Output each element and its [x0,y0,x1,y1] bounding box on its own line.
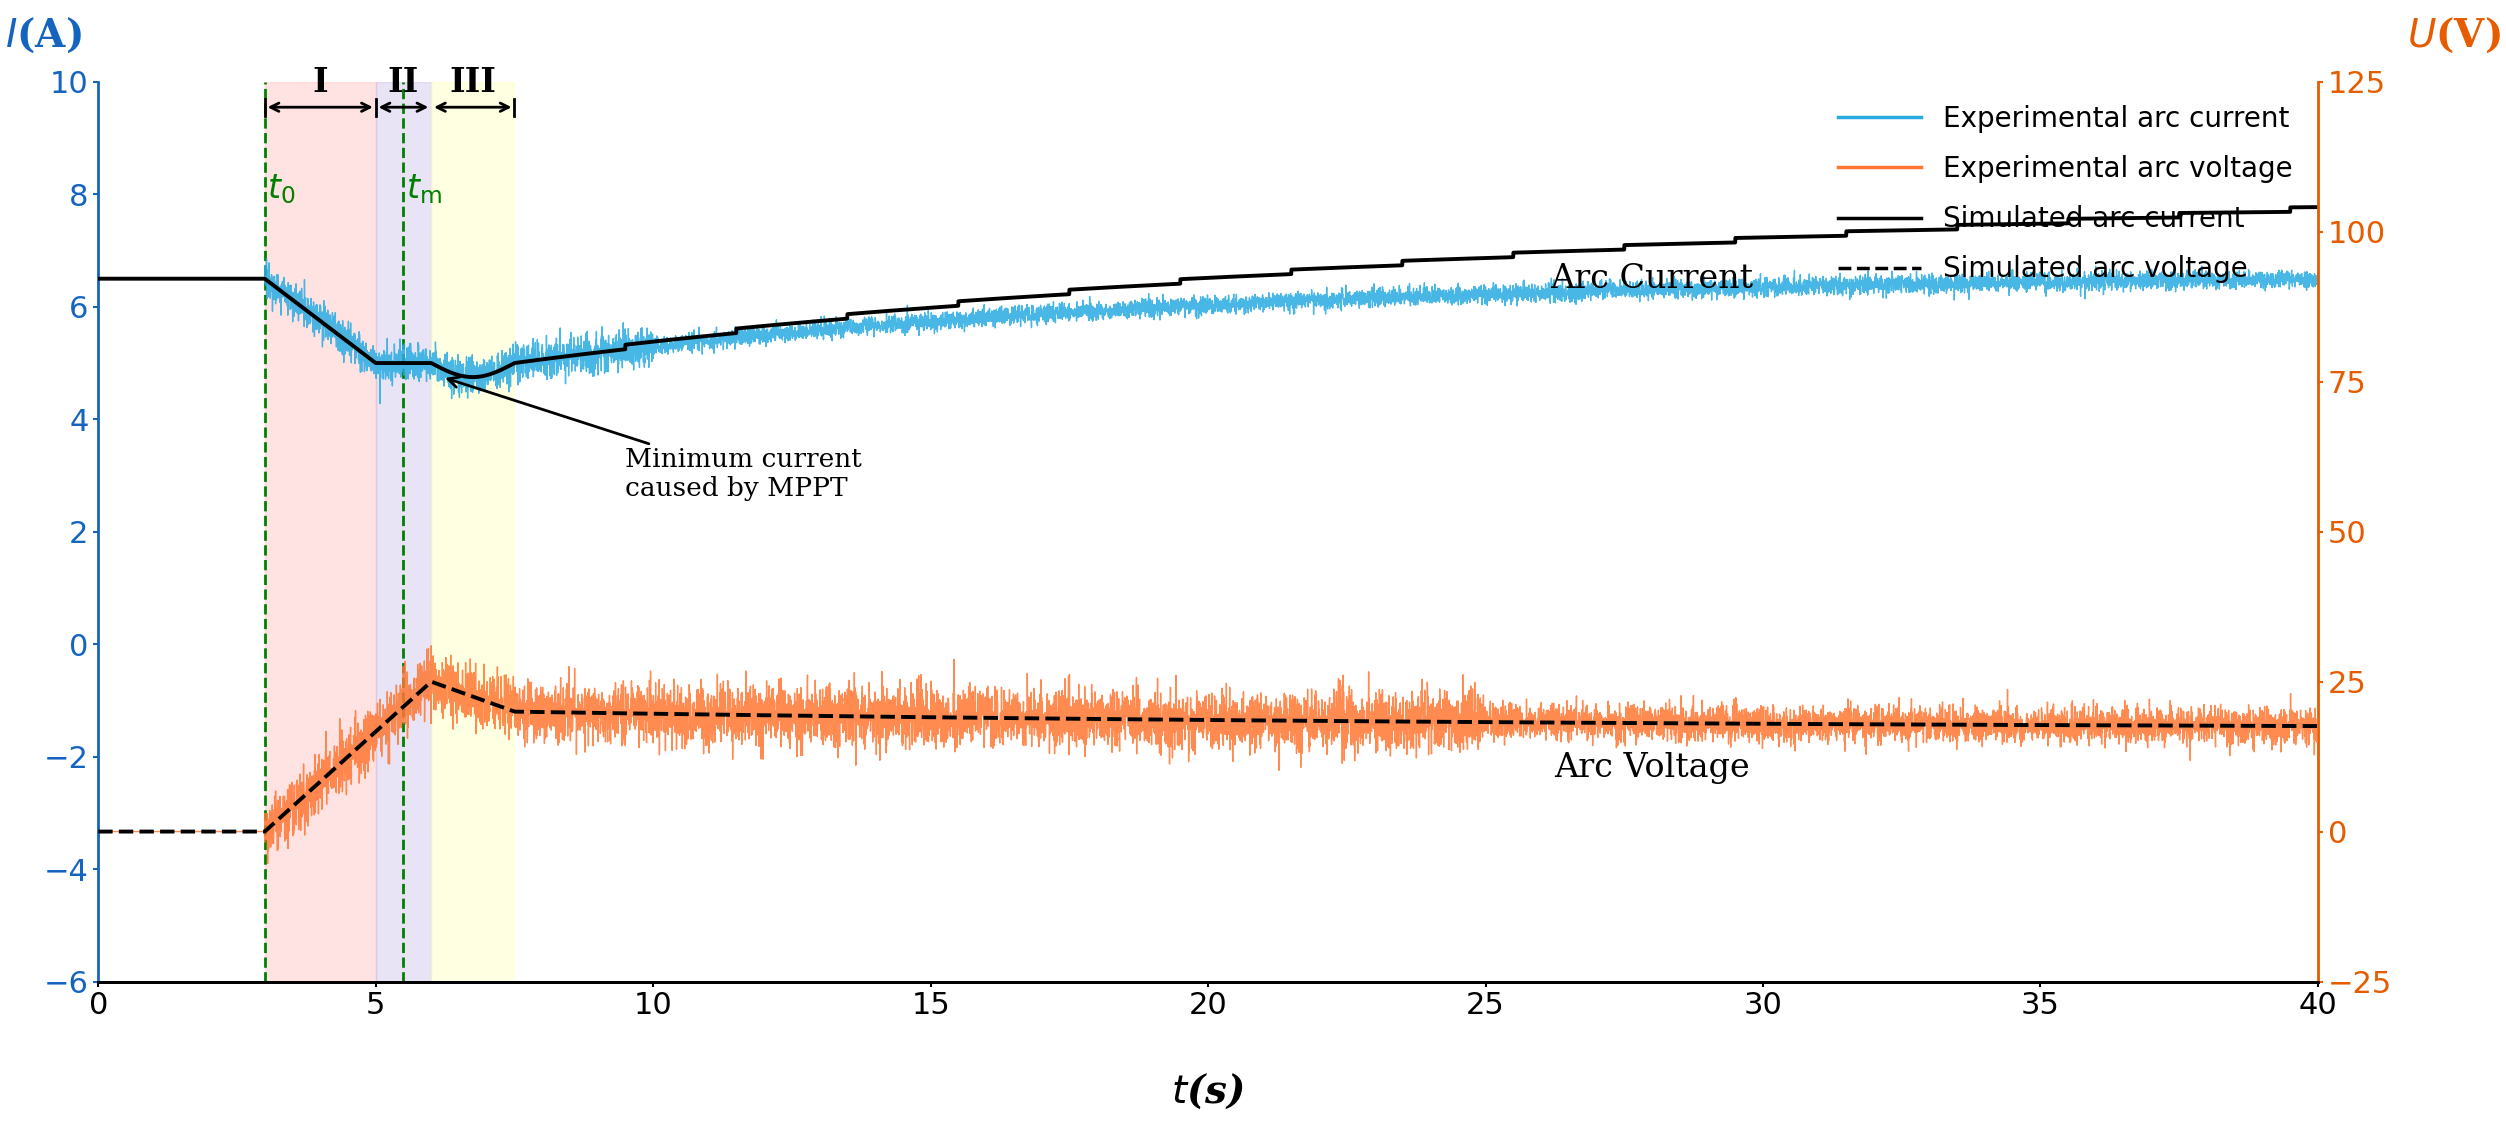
Bar [431,82,514,981]
Legend: Experimental arc current, Experimental arc voltage, Simulated arc current, Simul: Experimental arc current, Experimental a… [1837,105,2293,283]
Text: Arc Voltage: Arc Voltage [1554,752,1749,783]
Text: $\mathbf{\mathit{t}}$(s): $\mathbf{\mathit{t}}$(s) [1170,1071,1245,1111]
Text: Minimum current
caused by MPPT: Minimum current caused by MPPT [449,378,862,501]
Text: Arc Current: Arc Current [1551,263,1754,294]
Text: III: III [449,66,496,99]
Text: $t_0$: $t_0$ [268,172,296,206]
Bar [376,82,431,981]
Text: $t_\mathrm{m}$: $t_\mathrm{m}$ [406,172,441,206]
Text: $\mathbf{\mathit{I}}$(A): $\mathbf{\mathit{I}}$(A) [5,16,83,55]
Text: $\mathbf{\mathit{U}}$(V): $\mathbf{\mathit{U}}$(V) [2406,16,2501,55]
Text: I: I [313,66,328,99]
Bar [266,82,376,981]
Text: II: II [388,66,419,99]
